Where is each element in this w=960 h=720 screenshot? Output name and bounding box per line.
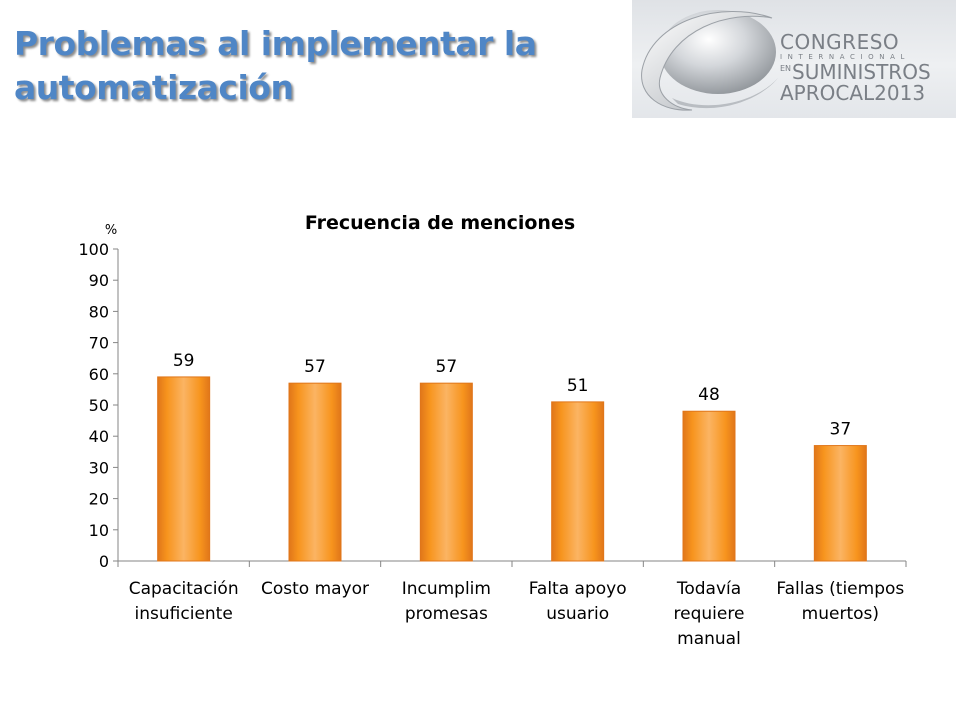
logo-line-aprocal: APROCAL2013: [780, 81, 926, 105]
x-tick-label: Fallas (tiempos: [776, 579, 904, 599]
x-tick-label: usuario: [546, 604, 609, 624]
logo-text: CONGRESO INTERNACIONAL ENSUMINISTROS APR…: [780, 32, 954, 103]
slide-title-line-2: automatización: [14, 68, 294, 107]
logo-line-suministros-text: SUMINISTROS: [792, 60, 931, 84]
y-tick-label: 50: [89, 396, 109, 415]
y-tick-label: 80: [89, 302, 109, 321]
bar: [157, 376, 211, 562]
x-tick-label: insuficiente: [135, 604, 233, 624]
x-tick-label: promesas: [405, 604, 488, 624]
x-tick-label: Costo mayor: [261, 579, 369, 599]
bar: [551, 401, 605, 562]
logo-line-en: EN: [780, 64, 792, 73]
x-tick-label: Todavía: [676, 579, 741, 599]
data-label: 57: [436, 357, 458, 377]
y-tick-label: 70: [89, 334, 109, 353]
data-label: 59: [173, 351, 195, 371]
x-tick-label: Capacitación: [129, 579, 239, 599]
chart-title: Frecuencia de menciones: [305, 212, 575, 234]
y-tick-label: 40: [89, 427, 109, 446]
bar: [288, 382, 342, 562]
y-tick-label: 100: [78, 240, 109, 259]
plot-area: 0 10 20 30 40 50 60 70 80 90 100 59 Capacitación insu…: [78, 240, 907, 649]
sphere-logo-icon: [641, 10, 778, 111]
x-tick-label: muertos): [802, 604, 879, 624]
logo-line-suministros: ENSUMINISTROS: [780, 62, 954, 82]
y-tick-label: 0: [99, 552, 109, 571]
congreso-logo: CONGRESO INTERNACIONAL ENSUMINISTROS APR…: [632, 0, 956, 118]
bar: [813, 445, 867, 562]
data-label: 37: [830, 420, 852, 440]
data-label: 57: [304, 357, 326, 377]
y-axis-label: %: [105, 223, 117, 238]
slide-title-line-1: Problemas al implementar la: [14, 24, 537, 63]
bar: [419, 382, 473, 562]
x-tick-label: Falta apoyo: [529, 579, 627, 599]
y-tick-label: 90: [89, 271, 109, 290]
x-tick-label: requiere: [674, 604, 745, 624]
x-tick-label: manual: [677, 629, 741, 649]
x-tick-label: Incumplim: [402, 579, 491, 599]
y-tick-label: 30: [89, 458, 109, 477]
y-tick-label: 10: [89, 521, 109, 540]
bar: [682, 410, 736, 562]
logo-line-internacional: INTERNACIONAL: [780, 53, 910, 61]
logo-line-congreso: CONGRESO: [780, 30, 900, 54]
y-tick-label: 60: [89, 365, 109, 384]
data-label: 51: [567, 376, 589, 396]
data-label: 48: [698, 385, 720, 405]
slide-title: Problemas al implementar la automatizaci…: [14, 22, 574, 110]
y-tick-label: 20: [89, 490, 109, 509]
